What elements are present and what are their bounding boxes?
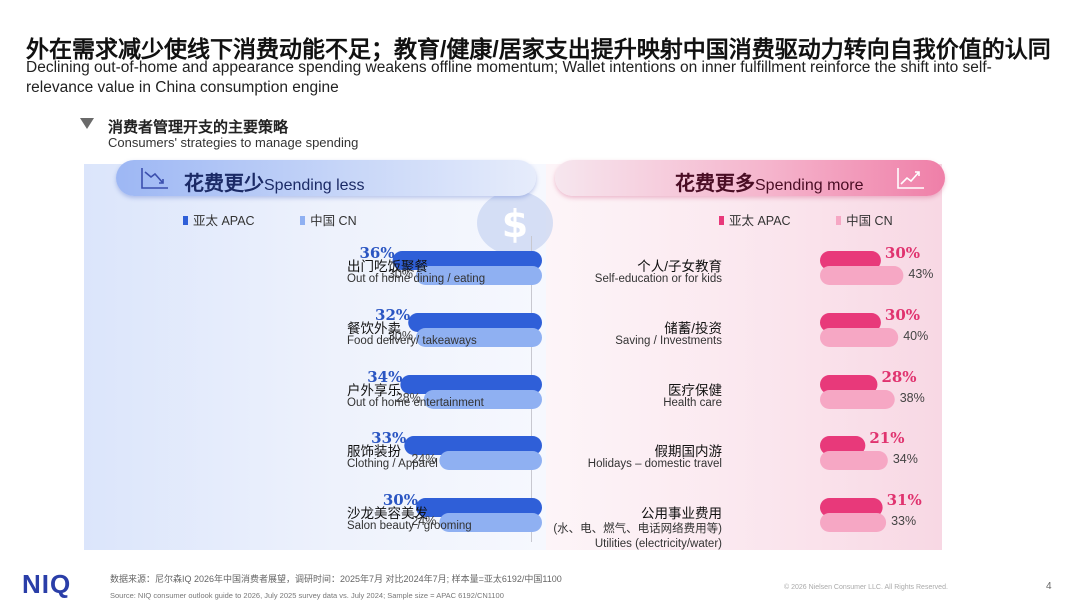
section-heading-cn: 消费者管理开支的主要策略 bbox=[108, 119, 289, 136]
triangle-down-icon bbox=[80, 118, 94, 129]
logo-text: NIQ bbox=[22, 569, 72, 599]
category-label-cn-more: 个人/子女教育 bbox=[637, 259, 722, 274]
legend-swatch-apac bbox=[183, 216, 188, 225]
data-label-apac-more: 30% bbox=[884, 306, 921, 324]
legend-swatch-cn bbox=[300, 216, 306, 225]
category-label-cn-less: 沙龙美容美发 bbox=[347, 506, 428, 521]
category-label-en-less: Salon beauty / grooming bbox=[347, 520, 472, 532]
data-label-cn-more: 33% bbox=[891, 514, 917, 528]
spending-less-title: 花费更少Spending less bbox=[184, 167, 365, 196]
spending-more-panel bbox=[546, 164, 942, 550]
category-label-cn-less: 出门吃饭聚餐 bbox=[347, 259, 428, 274]
copyright: © 2026 Nielsen Consumer LLC. All Rights … bbox=[784, 584, 948, 591]
spending-more-title: 花费更多Spending more bbox=[675, 167, 864, 196]
category-label-en-less: Food delivery/ takeaways bbox=[347, 335, 477, 347]
data-label-apac-more: 31% bbox=[886, 491, 922, 509]
legend-left: 亚太 APAC 中国 CN bbox=[183, 210, 357, 229]
data-label-cn-less: 30% bbox=[387, 267, 413, 281]
category-label-en-more: Saving / Investments bbox=[615, 335, 722, 347]
legend-swatch-cn bbox=[836, 216, 842, 225]
category-label-cn-more: 医疗保健 bbox=[668, 383, 722, 398]
spending-less-title-en: Spending less bbox=[264, 177, 365, 194]
legend-label-apac: 亚太 APAC bbox=[193, 214, 255, 228]
spending-less-panel bbox=[84, 164, 546, 550]
spending-more-title-en: Spending more bbox=[755, 177, 864, 194]
center-divider bbox=[531, 236, 532, 542]
category-label-en-less: Clothing / Apparel bbox=[347, 458, 438, 470]
data-label-cn-less: 30% bbox=[387, 329, 413, 343]
category-label-en-less: Out of home dining / eating bbox=[347, 273, 486, 285]
legend-label-cn: 中国 CN bbox=[310, 214, 357, 228]
svg-text:$: $ bbox=[502, 202, 528, 246]
source-note-cn: 数据来源：尼尔森IQ 2026年中国消费者展望，调研时间：2025年7月 对比2… bbox=[110, 574, 562, 584]
category-label-cn-more: 假期国内游 bbox=[654, 444, 723, 459]
data-label-cn-less: 28% bbox=[395, 391, 421, 405]
data-label-apac-less: 33% bbox=[371, 429, 407, 447]
line-chart-up-icon bbox=[897, 168, 924, 189]
data-label-cn-more: 43% bbox=[908, 267, 934, 281]
category-label-en-more: Self-education or for kids bbox=[594, 273, 722, 285]
category-label-cn-less: 服饰装扮 bbox=[347, 444, 401, 459]
niq-logo: NIQ bbox=[22, 569, 71, 600]
page-number: 4 bbox=[1046, 581, 1052, 592]
spending-more-title-cn: 花费更多 bbox=[675, 173, 755, 195]
data-label-cn-more: 38% bbox=[899, 391, 925, 405]
data-label-apac-more: 30% bbox=[884, 244, 921, 262]
data-label-apac-less: 30% bbox=[382, 491, 418, 509]
category-note-more: (水、电、燃气、电话网络费用等) bbox=[553, 523, 722, 535]
page-subtitle-en: Declining out-of-home and appearance spe… bbox=[26, 59, 992, 96]
source-note-en: Source: NIQ consumer outlook guide to 20… bbox=[110, 591, 504, 600]
spending-more-header bbox=[555, 160, 945, 196]
data-label-cn-more: 34% bbox=[892, 452, 918, 466]
data-label-apac-more: 28% bbox=[881, 368, 917, 386]
category-label-en-more: Health care bbox=[663, 397, 722, 409]
page-title: 外在需求减少使线下消费动能不足；教育/健康/居家支出提升映射中国消费驱动力转向自… bbox=[26, 36, 1051, 62]
data-label-apac-less: 32% bbox=[375, 306, 411, 324]
category-label-cn-more: 储蓄/投资 bbox=[664, 321, 722, 336]
legend-swatch-apac bbox=[719, 216, 724, 225]
data-label-apac-less: 34% bbox=[367, 368, 403, 386]
data-label-apac-more: 21% bbox=[869, 429, 905, 447]
section-heading-en: Consumers' strategies to manage spending bbox=[108, 135, 359, 150]
category-label-en-more: Holidays – domestic travel bbox=[587, 458, 722, 470]
legend-label-cn: 中国 CN bbox=[846, 214, 893, 228]
category-label-en-more: Utilities (electricity/water) bbox=[594, 538, 722, 550]
spending-less-header bbox=[116, 160, 536, 196]
category-label-en-less: Out of home entertainment bbox=[347, 397, 484, 409]
category-label-cn-less: 户外享乐 bbox=[347, 383, 401, 398]
data-label-cn-less: 24% bbox=[411, 514, 437, 528]
spending-less-title-cn: 花费更少 bbox=[184, 173, 264, 195]
data-label-cn-less: 24% bbox=[411, 452, 437, 466]
category-label-cn-more: 公用事业费用 bbox=[641, 506, 722, 521]
legend-right: 亚太 APAC 中国 CN bbox=[719, 210, 893, 229]
legend-label-apac: 亚太 APAC bbox=[729, 214, 791, 228]
data-label-apac-less: 36% bbox=[359, 244, 395, 262]
category-label-cn-less: 餐饮外卖 bbox=[347, 321, 401, 336]
data-label-cn-more: 40% bbox=[903, 329, 929, 343]
line-chart-down-icon bbox=[141, 168, 168, 189]
